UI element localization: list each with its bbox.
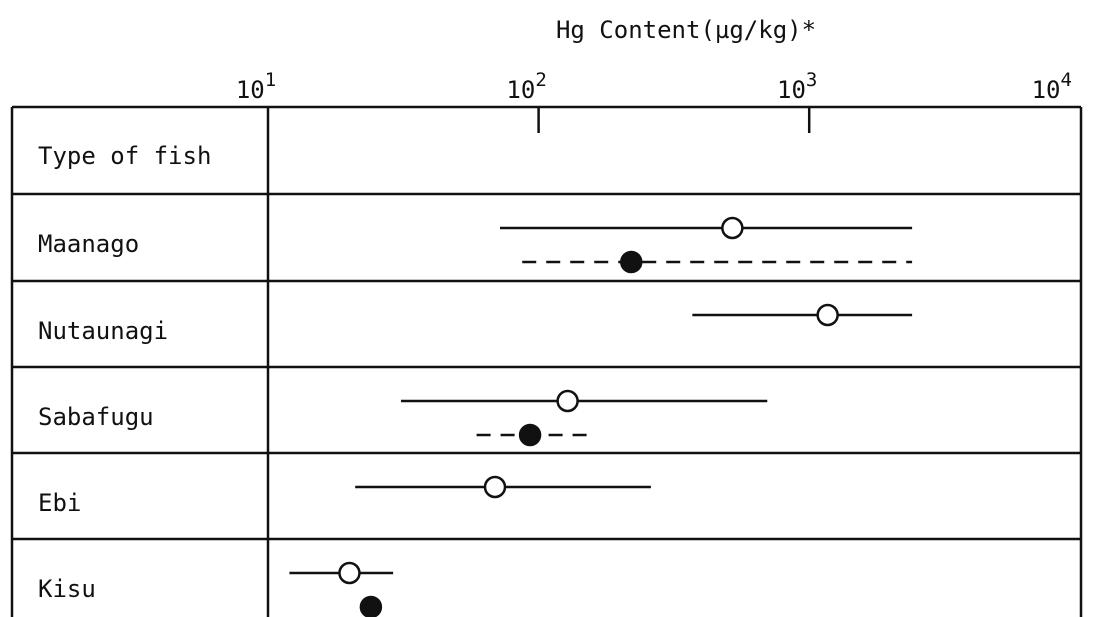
open-circle-point — [721, 216, 744, 240]
data-marks — [289, 216, 913, 617]
category-label: Kisu — [38, 575, 96, 603]
category-label: Ebi — [38, 489, 81, 517]
open-circle-point — [338, 561, 361, 585]
open-circle-point — [556, 389, 579, 413]
filled-circle-point — [518, 423, 542, 447]
category-label: Maanago — [38, 230, 139, 258]
chart-title: Hg Content(µg/kg)* — [556, 16, 816, 44]
filled-circle-point — [620, 250, 643, 274]
x-tick-label: 101 — [236, 69, 276, 104]
row-header-label: Type of fish — [38, 142, 211, 170]
fish-table: Type of fish Maanago Nutaunagi Sabafugu Ebi K… — [10, 105, 1083, 617]
filled-circle-point — [359, 595, 383, 617]
x-tick-label: 103 — [777, 69, 817, 104]
x-axis: 101 102 103 104 — [236, 69, 1072, 133]
x-tick-label: 102 — [506, 69, 546, 104]
open-circle-point — [816, 303, 839, 327]
open-circle-point — [483, 475, 507, 499]
category-label: Nutaunagi — [38, 317, 168, 345]
category-label: Sabafugu — [38, 403, 154, 431]
x-tick-label: 104 — [1032, 69, 1072, 104]
